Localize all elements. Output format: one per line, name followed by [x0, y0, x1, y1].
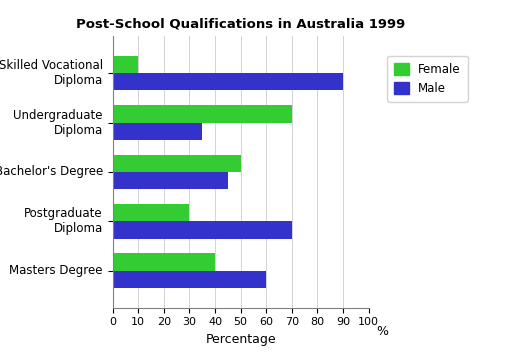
X-axis label: Percentage: Percentage	[205, 333, 276, 346]
Bar	[113, 73, 343, 90]
Bar	[113, 221, 292, 239]
Bar	[113, 105, 292, 123]
Bar	[113, 172, 228, 189]
Bar	[113, 56, 138, 73]
Bar	[113, 204, 189, 221]
Bar	[113, 253, 215, 271]
Text: %: %	[376, 325, 388, 338]
Legend: Female, Male: Female, Male	[388, 56, 468, 102]
Bar	[113, 271, 266, 288]
Bar	[113, 123, 202, 140]
Bar	[113, 155, 241, 172]
Title: Post-School Qualifications in Australia 1999: Post-School Qualifications in Australia …	[76, 18, 406, 31]
